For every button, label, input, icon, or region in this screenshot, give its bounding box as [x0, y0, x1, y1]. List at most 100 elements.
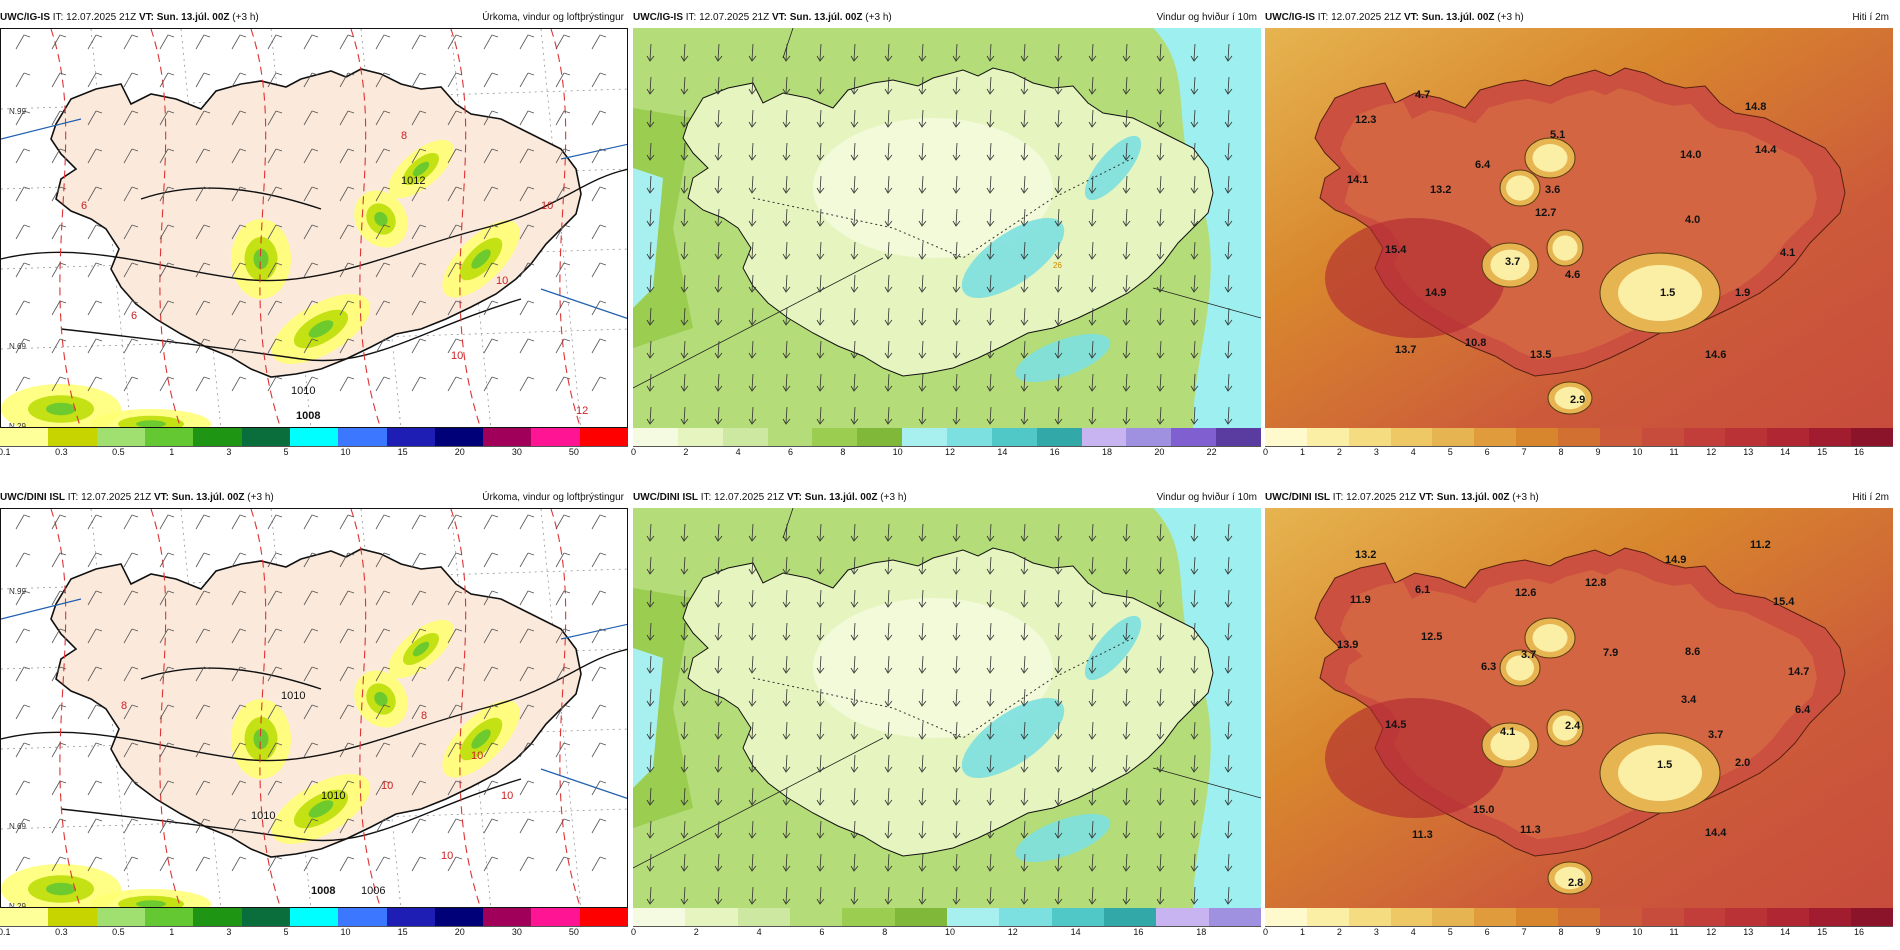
panel-header: UWC/IG-IS IT: 12.07.2025 21Z VT: Sun. 13… [0, 8, 628, 28]
wind-barb [555, 856, 571, 872]
wind-barb [375, 224, 391, 240]
colorbar-swatch [1474, 908, 1517, 926]
wind-barb [339, 376, 355, 392]
wind-arrow [1224, 523, 1233, 542]
wind-barb [87, 514, 103, 530]
wind-barb [483, 742, 499, 758]
wind-barb [483, 186, 499, 202]
wind-arrow [782, 406, 791, 425]
wind-arrow [986, 43, 995, 62]
temperature-label: 3.7 [1505, 256, 1520, 268]
wind-barb [195, 376, 211, 392]
wind-barb [267, 818, 283, 834]
wind-arrow [1190, 622, 1199, 641]
wind-arrow [884, 43, 893, 62]
colorbar-tick-label: 3 [1373, 447, 1379, 457]
wind-arrow [714, 241, 723, 260]
wind-arrow [1088, 754, 1097, 773]
wind-arrow [986, 274, 995, 293]
colorbar-swatch [789, 908, 843, 926]
wind-arrow [1054, 241, 1063, 260]
colorbar-tick-label: 16 [1854, 447, 1865, 457]
wind-arrow [986, 754, 995, 773]
colorbar-swatch [1126, 428, 1172, 446]
wind-barb [555, 666, 571, 682]
wind-arrow [986, 721, 995, 740]
wind-arrow [986, 373, 995, 392]
wind-barb [159, 110, 175, 126]
wind-barb [123, 376, 139, 392]
colorbar-tick-label: 8 [1558, 447, 1564, 457]
wind-barb [519, 856, 535, 872]
wind-barb [375, 186, 391, 202]
wind-barb [51, 780, 67, 796]
wind-arrow [850, 175, 859, 194]
wind-arrow [952, 688, 961, 707]
colorbar-swatch [1432, 428, 1475, 446]
colorbar: 0.1 0.3 0.5 1 3 5 10 15 20 30 50 [0, 908, 629, 942]
wind-barb [51, 110, 67, 126]
wind-arrow [646, 43, 655, 62]
wind-arrow [714, 655, 723, 674]
colorbar-swatch [767, 428, 813, 446]
wind-arrow [680, 406, 689, 425]
colorbar-swatch [0, 428, 49, 446]
wind-arrow [748, 307, 757, 326]
wind-barb [87, 262, 103, 278]
isobar-label: 1006 [361, 885, 385, 897]
wind-barb [231, 148, 247, 164]
wind-arrow [850, 886, 859, 905]
wind-arrow [1088, 175, 1097, 194]
colorbar-tick-label: 14 [1780, 927, 1791, 937]
wind-barb [483, 590, 499, 606]
wind-barb [15, 818, 31, 834]
colorbar-swatch [947, 428, 992, 446]
wind-arrow [952, 556, 961, 575]
colorbar-swatch [1599, 428, 1642, 446]
wind-barb [303, 338, 319, 354]
wind-barb [519, 628, 535, 644]
wind-barb [159, 300, 175, 316]
wind-arrow [748, 556, 757, 575]
colorbar-swatch [1558, 908, 1600, 926]
colorbar-swatch [999, 908, 1052, 926]
wind-barb [591, 186, 607, 202]
model-name: UWC/DINI ISL [0, 492, 65, 503]
wind-barb [591, 148, 607, 164]
wind-arrow [748, 76, 757, 95]
wind-arrow [986, 76, 995, 95]
wind-arrow [680, 208, 689, 227]
wind-barb [87, 856, 103, 872]
wind-arrow [986, 556, 995, 575]
wind-arrow [1156, 754, 1165, 773]
wind-barb [483, 338, 499, 354]
colorbar: 0 1 2 3 4 5 6 7 8 9 10 11 12 13 14 15 16 [1263, 428, 1893, 462]
colorbar-swatch [1348, 428, 1391, 446]
wind-barb [339, 148, 355, 164]
wind-barb [555, 34, 571, 50]
wind-barb [411, 666, 427, 682]
wind-barb [267, 300, 283, 316]
wind-barb [303, 72, 319, 88]
colorbar-swatch [483, 908, 532, 926]
wind-arrow [1156, 109, 1165, 128]
wind-arrow [850, 208, 859, 227]
wind-arrow [1122, 556, 1131, 575]
wind-arrow [1020, 523, 1029, 542]
wind-arrow [1224, 175, 1233, 194]
colorbar-tick-label: 1 [1299, 927, 1305, 937]
colorbar-tick-label: 3 [226, 447, 232, 457]
wind-arrow [884, 886, 893, 905]
isotherm-label: 10 [441, 850, 453, 862]
wind-arrow [680, 307, 689, 326]
wind-arrow [918, 208, 927, 227]
colorbar-tick-label: 8 [1558, 927, 1564, 937]
wind-arrow [884, 556, 893, 575]
wind-arrow [918, 556, 927, 575]
wind-arrow [1020, 76, 1029, 95]
precip-map: 8 6 10 10 10 6 12 1008 1012 1010 N.99 N.69 N.29 [0, 28, 628, 428]
wind-barb [195, 186, 211, 202]
wind-barb [159, 186, 175, 202]
forecast-panel: UWC/DINI ISL IT: 12.07.2025 21Z VT: Sun.… [0, 488, 629, 943]
wind-barb [519, 262, 535, 278]
